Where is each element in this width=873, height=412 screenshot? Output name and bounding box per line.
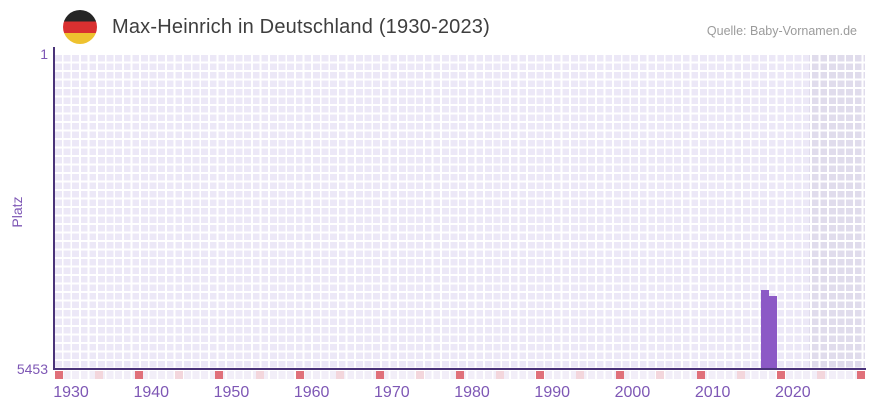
decade-marker [696, 371, 705, 379]
y-axis-line [53, 47, 55, 370]
decade-marker [856, 371, 865, 379]
x-tick-label: 1960 [293, 384, 330, 401]
decade-marker [616, 371, 625, 379]
decade-marker [135, 371, 144, 379]
x-tick-label: 2000 [614, 384, 651, 401]
x-tick-label: 2020 [775, 384, 811, 401]
y-axis-title: Platz [9, 196, 25, 228]
decade-marker [656, 371, 665, 379]
x-axis-tick-labels: 1930 1940 1950 1960 1970 1980 1990 2000 2010 2020 [53, 384, 865, 406]
decade-marker [736, 371, 745, 379]
plot-area [55, 55, 865, 368]
decade-marker [496, 371, 505, 379]
x-tick-label: 1970 [374, 384, 410, 401]
decade-marker [375, 371, 384, 379]
year-marker-strip [55, 371, 865, 379]
source-attribution: Quelle: Baby-Vornamen.de [706, 24, 857, 38]
decade-marker [55, 371, 63, 379]
x-tick-label: 1990 [534, 384, 571, 401]
decade-marker [776, 371, 785, 379]
decade-marker [335, 371, 344, 379]
bar-2017 [769, 296, 777, 368]
decade-marker [456, 371, 464, 379]
decade-marker [215, 371, 224, 379]
decade-marker [816, 371, 825, 379]
x-tick-label: 1980 [454, 384, 490, 401]
x-tick-label: 1950 [213, 384, 250, 401]
bar-2016 [761, 290, 769, 368]
x-axis-line [53, 368, 866, 370]
y-tick-label-top: 1 [40, 46, 48, 62]
decade-marker [536, 371, 545, 379]
x-tick-label: 2010 [694, 384, 731, 401]
y-tick-label-bottom: 5453 [16, 361, 48, 377]
x-tick-label: 1930 [53, 384, 89, 401]
chart-title: Max-Heinrich in Deutschland (1930-2023) [112, 16, 490, 38]
grid-lines [55, 55, 865, 368]
decade-marker [175, 371, 184, 379]
decade-marker [415, 371, 424, 379]
decade-marker [295, 371, 304, 379]
decade-marker [576, 371, 585, 379]
germany-flag-icon [63, 10, 97, 44]
decade-marker [255, 371, 264, 379]
decade-marker [95, 371, 104, 379]
x-tick-label: 1940 [133, 384, 170, 401]
